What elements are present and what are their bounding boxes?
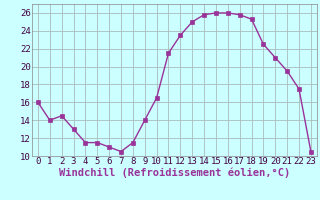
X-axis label: Windchill (Refroidissement éolien,°C): Windchill (Refroidissement éolien,°C) <box>59 168 290 178</box>
